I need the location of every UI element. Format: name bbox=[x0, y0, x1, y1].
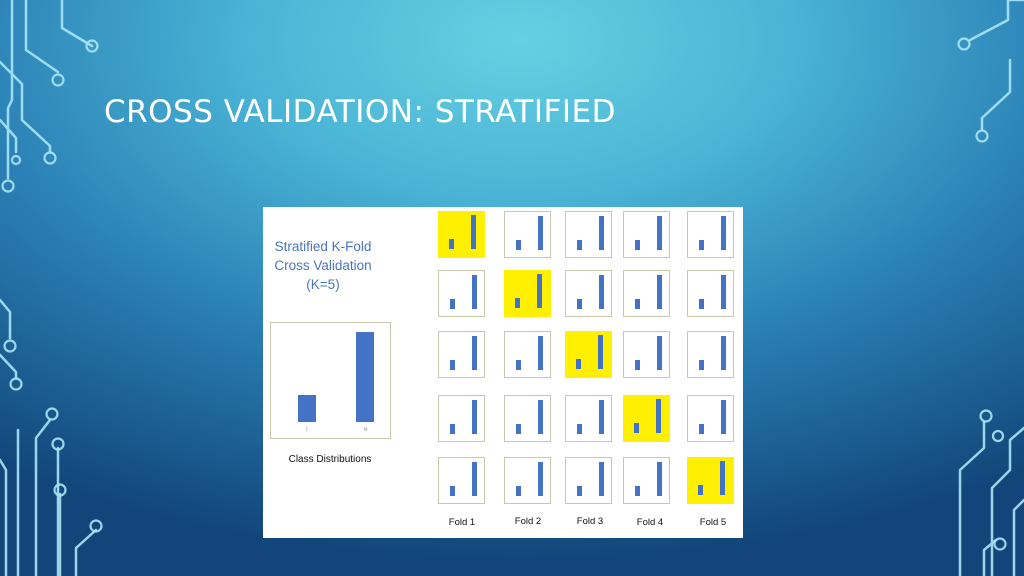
test-fold-chart-r4-c4 bbox=[623, 395, 670, 442]
fold-bar-m bbox=[720, 461, 725, 495]
train-fold-chart-r4-c1 bbox=[438, 395, 485, 442]
train-fold-chart-r2-c3 bbox=[565, 270, 612, 317]
fold-bar-m bbox=[599, 275, 604, 309]
class-bar-f bbox=[298, 395, 316, 422]
fold-bar-f bbox=[698, 485, 703, 495]
fold-bar-m bbox=[537, 274, 542, 308]
train-fold-chart-r1-c2 bbox=[504, 211, 551, 258]
train-fold-chart-r3-c4 bbox=[623, 331, 670, 378]
test-fold-chart-r1-c1 bbox=[438, 211, 485, 258]
fold-bar-f bbox=[699, 240, 704, 250]
train-fold-chart-r1-c4 bbox=[623, 211, 670, 258]
figure-heading-line-1: Stratified K-Fold bbox=[274, 239, 372, 254]
fold-bar-f bbox=[450, 486, 455, 496]
test-fold-chart-r2-c2 bbox=[504, 270, 551, 317]
fold-bar-f bbox=[699, 424, 704, 434]
fold-bar-f bbox=[635, 240, 640, 250]
fold-bar-m bbox=[472, 400, 477, 434]
train-fold-chart-r2-c5 bbox=[687, 270, 734, 317]
fold-bar-m bbox=[538, 216, 543, 250]
fold-bar-f bbox=[635, 299, 640, 309]
fold-bar-f bbox=[516, 240, 521, 250]
fold-bar-f bbox=[634, 423, 639, 433]
fold-bar-f bbox=[450, 424, 455, 434]
train-fold-chart-r3-c1 bbox=[438, 331, 485, 378]
fold-bar-m bbox=[599, 400, 604, 434]
fold-bar-m bbox=[656, 399, 661, 433]
fold-1-label: Fold 1 bbox=[448, 517, 476, 528]
fold-5-label: Fold 5 bbox=[699, 517, 727, 528]
fold-bar-f bbox=[576, 359, 581, 369]
fold-bar-m bbox=[538, 400, 543, 434]
fold-bar-m bbox=[472, 275, 477, 309]
fold-bar-f bbox=[450, 360, 455, 370]
train-fold-chart-r1-c5 bbox=[687, 211, 734, 258]
test-fold-chart-r5-c5 bbox=[687, 457, 734, 504]
fold-bar-m bbox=[599, 462, 604, 496]
fold-bar-f bbox=[635, 486, 640, 496]
fold-bar-f bbox=[699, 299, 704, 309]
fold-bar-m bbox=[599, 216, 604, 250]
fold-3-label: Fold 3 bbox=[576, 516, 604, 527]
fold-bar-m bbox=[472, 462, 477, 496]
fold-bar-m bbox=[472, 336, 477, 370]
fold-bar-f bbox=[577, 240, 582, 250]
train-fold-chart-r4-c5 bbox=[687, 395, 734, 442]
fold-bar-m bbox=[471, 215, 476, 249]
fold-bar-m bbox=[657, 336, 662, 370]
fold-2-label: Fold 2 bbox=[514, 516, 542, 527]
fold-bar-f bbox=[516, 486, 521, 496]
figure-heading-line-3: (K=5) bbox=[306, 277, 340, 292]
slide-title: CROSS VALIDATION: STRATIFIED bbox=[104, 94, 616, 130]
fold-bar-m bbox=[721, 400, 726, 434]
fold-bar-m bbox=[657, 462, 662, 496]
class-bar-m bbox=[356, 332, 374, 422]
fold-bar-m bbox=[538, 336, 543, 370]
fold-bar-f bbox=[577, 299, 582, 309]
train-fold-chart-r2-c1 bbox=[438, 270, 485, 317]
train-fold-chart-r4-c2 bbox=[504, 395, 551, 442]
train-fold-chart-r2-c4 bbox=[623, 270, 670, 317]
train-fold-chart-r5-c4 bbox=[623, 457, 670, 504]
fold-bar-f bbox=[515, 298, 520, 308]
fold-bar-m bbox=[721, 275, 726, 309]
stratified-kfold-figure: Stratified K-Fold Cross Validation (K=5)… bbox=[263, 207, 743, 538]
class-tick-label-f: F bbox=[306, 427, 309, 432]
train-fold-chart-r5-c2 bbox=[504, 457, 551, 504]
fold-bar-m bbox=[657, 275, 662, 309]
figure-heading-line-2: Cross Validation bbox=[274, 258, 372, 273]
train-fold-chart-r3-c5 bbox=[687, 331, 734, 378]
fold-bar-f bbox=[450, 299, 455, 309]
fold-bar-f bbox=[699, 360, 704, 370]
fold-bar-m bbox=[657, 216, 662, 250]
fold-bar-f bbox=[577, 486, 582, 496]
fold-bar-f bbox=[577, 424, 582, 434]
train-fold-chart-r4-c3 bbox=[565, 395, 612, 442]
train-fold-chart-r3-c2 bbox=[504, 331, 551, 378]
test-fold-chart-r3-c3 bbox=[565, 331, 612, 378]
fold-bar-m bbox=[721, 336, 726, 370]
fold-bar-m bbox=[538, 462, 543, 496]
train-fold-chart-r5-c3 bbox=[565, 457, 612, 504]
fold-bar-f bbox=[516, 424, 521, 434]
train-fold-chart-r5-c1 bbox=[438, 457, 485, 504]
figure-heading: Stratified K-Fold Cross Validation (K=5) bbox=[271, 237, 375, 294]
fold-bar-f bbox=[635, 360, 640, 370]
fold-4-label: Fold 4 bbox=[636, 517, 664, 528]
fold-bar-m bbox=[721, 216, 726, 250]
class-distributions-caption: Class Distributions bbox=[288, 454, 372, 465]
train-fold-chart-r1-c3 bbox=[565, 211, 612, 258]
fold-bar-f bbox=[516, 360, 521, 370]
class-tick-label-m: M bbox=[364, 427, 368, 432]
fold-bar-f bbox=[449, 239, 454, 249]
fold-bar-m bbox=[598, 335, 603, 369]
